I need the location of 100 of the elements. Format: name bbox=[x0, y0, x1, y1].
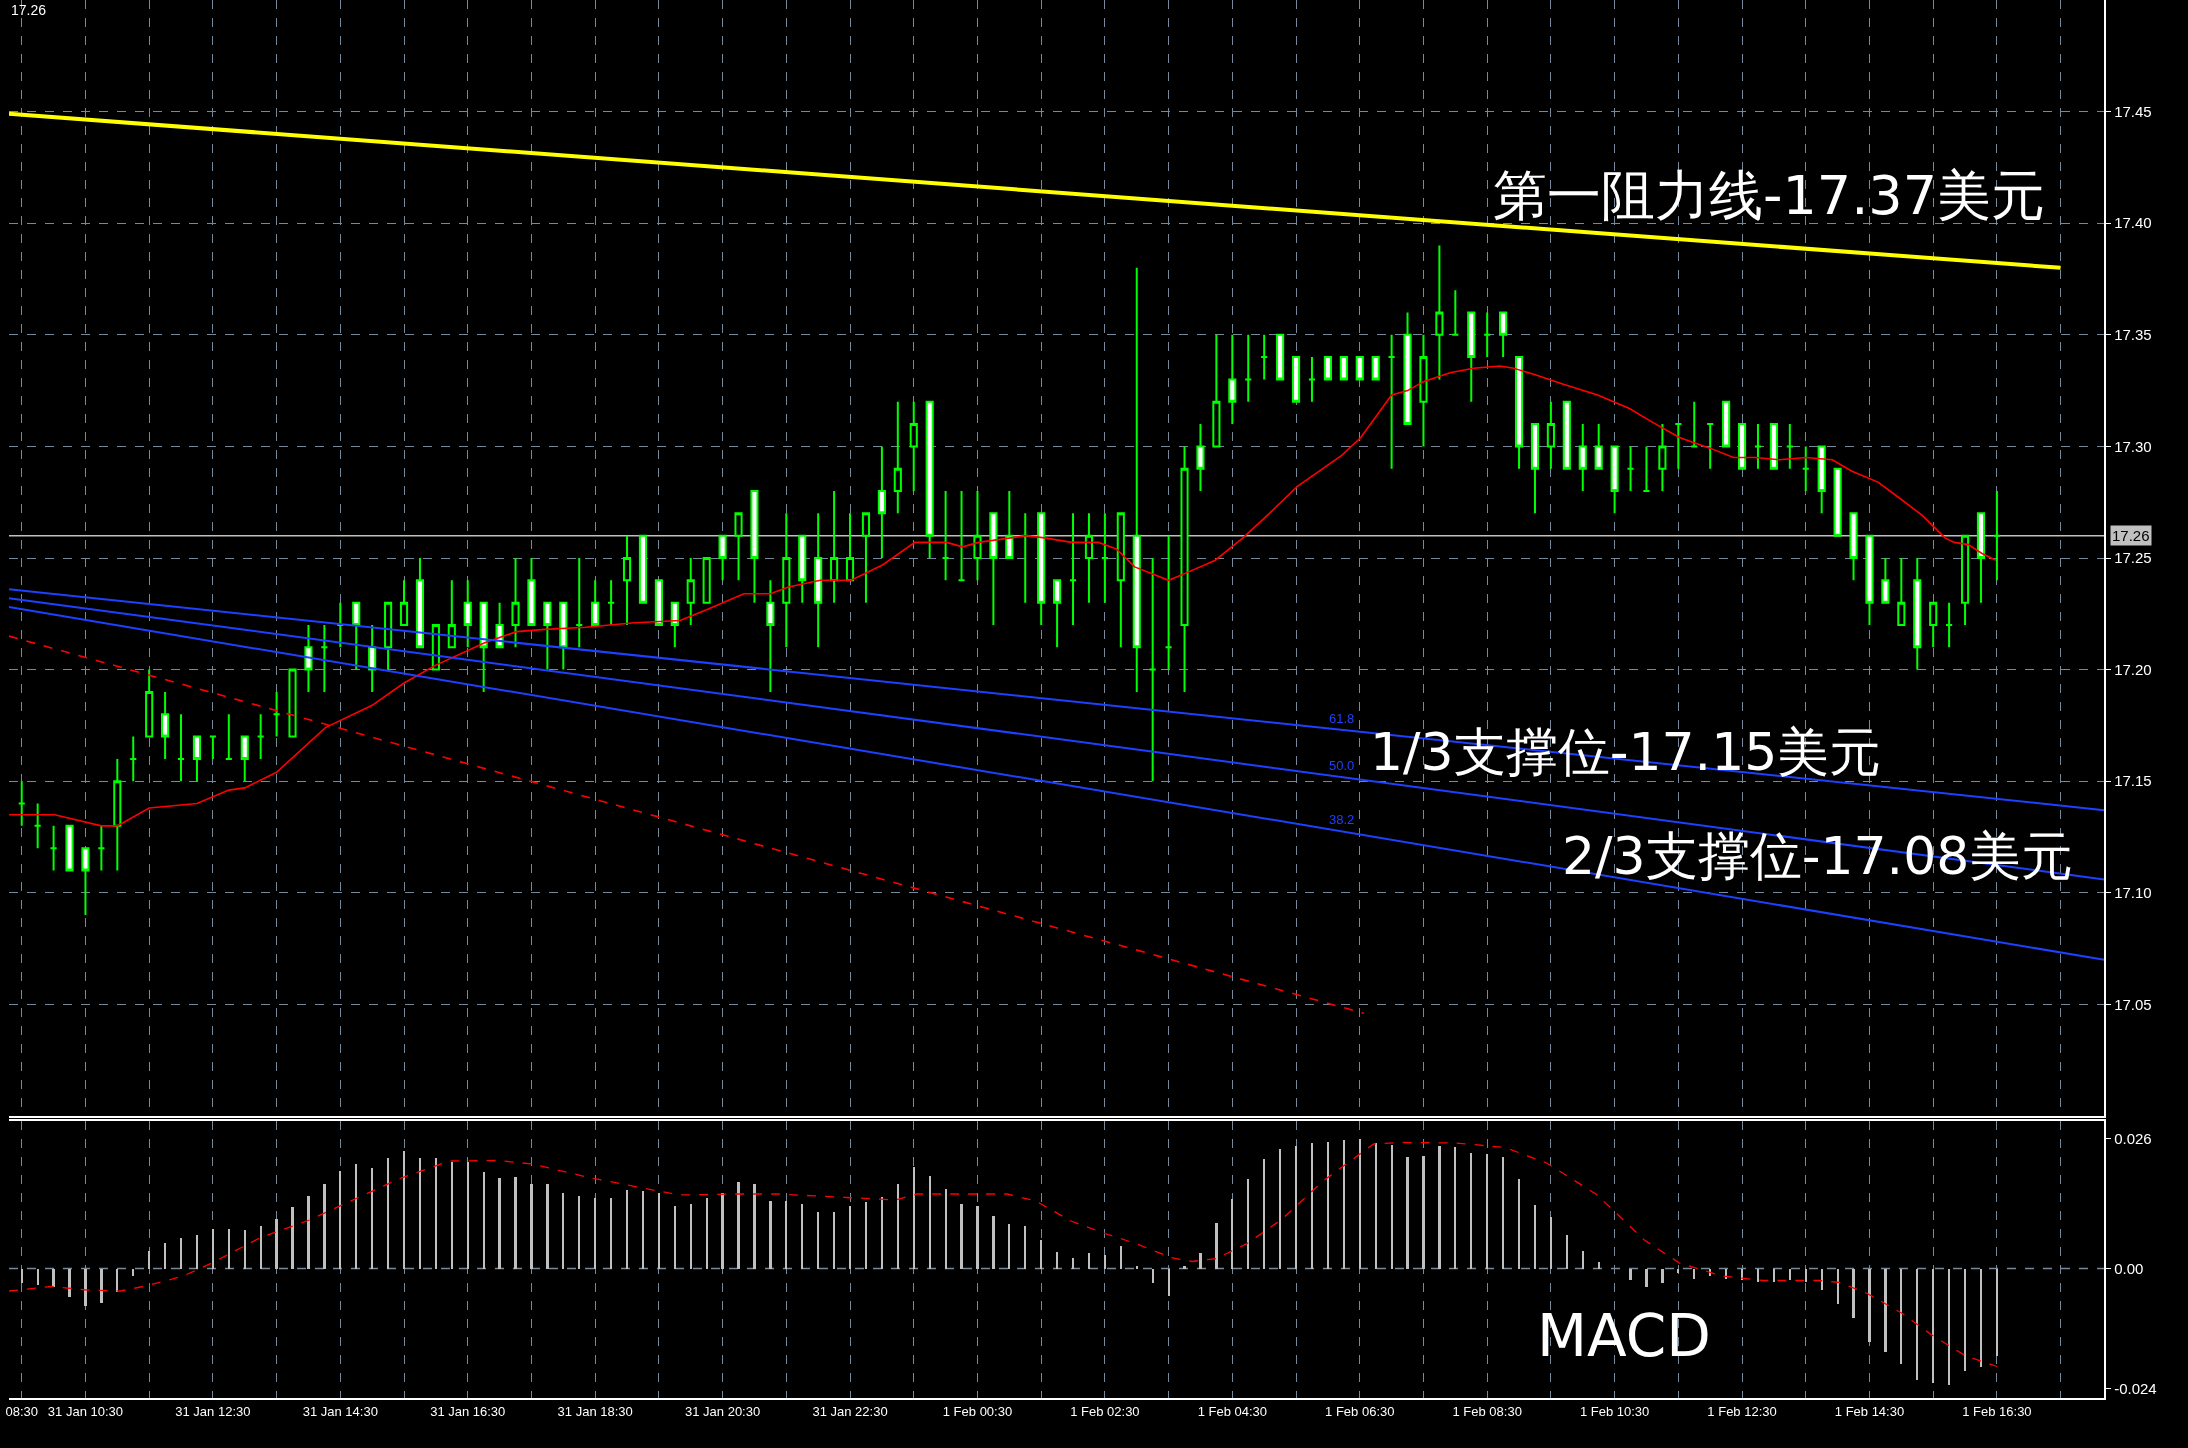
candlestick bbox=[161, 690, 170, 760]
bar bbox=[1533, 1204, 1536, 1269]
bar bbox=[322, 1183, 326, 1269]
bar bbox=[1421, 1155, 1425, 1269]
candlestick bbox=[33, 802, 42, 850]
candlestick bbox=[957, 490, 966, 582]
bar bbox=[274, 1218, 278, 1269]
x-tick-label: 31 Jan 22:30 bbox=[812, 1403, 888, 1419]
candlestick bbox=[1451, 289, 1460, 336]
bar bbox=[705, 1197, 708, 1269]
bar bbox=[1230, 1198, 1233, 1269]
bar bbox=[545, 1183, 549, 1269]
bar bbox=[1167, 1268, 1170, 1296]
bar bbox=[673, 1205, 676, 1269]
candlestick bbox=[192, 735, 202, 783]
candlestick bbox=[1801, 445, 1810, 493]
candlestick bbox=[49, 824, 58, 872]
bar bbox=[1103, 1254, 1106, 1269]
candlestick bbox=[1132, 266, 1141, 693]
candlestick bbox=[1435, 244, 1444, 381]
candlestick bbox=[1355, 356, 1364, 381]
bar bbox=[83, 1268, 87, 1306]
candlestick bbox=[1148, 557, 1157, 783]
candlestick bbox=[384, 601, 393, 671]
bar bbox=[736, 1181, 740, 1269]
bar bbox=[259, 1225, 262, 1269]
bar bbox=[800, 1203, 803, 1269]
bar bbox=[163, 1242, 166, 1269]
bar bbox=[115, 1268, 118, 1292]
candlestick bbox=[352, 601, 361, 671]
x-tick-label: 1 Feb 14:30 bbox=[1834, 1403, 1905, 1419]
candlestick bbox=[1228, 333, 1237, 426]
candlestick bbox=[973, 490, 982, 582]
bar bbox=[928, 1175, 931, 1269]
candlestick bbox=[336, 601, 345, 649]
candlestick bbox=[559, 601, 568, 671]
bar bbox=[1358, 1138, 1361, 1269]
bar bbox=[1262, 1158, 1265, 1269]
candlestick bbox=[1037, 512, 1046, 626]
candlestick bbox=[1833, 467, 1842, 537]
bar bbox=[959, 1203, 963, 1269]
bar bbox=[195, 1234, 198, 1269]
candlestick bbox=[1992, 490, 2001, 582]
bar bbox=[1995, 1268, 1998, 1356]
candlestick bbox=[1323, 356, 1332, 381]
bar bbox=[752, 1183, 756, 1269]
candlestick bbox=[686, 557, 695, 626]
candlestick bbox=[1913, 557, 1922, 671]
bar bbox=[402, 1150, 405, 1269]
candlestick bbox=[1467, 311, 1476, 403]
candlestick bbox=[1674, 423, 1683, 470]
candlestick bbox=[1403, 311, 1412, 426]
bar bbox=[1931, 1268, 1934, 1383]
bar bbox=[561, 1192, 564, 1269]
candlestick bbox=[479, 601, 488, 693]
bar bbox=[1756, 1268, 1759, 1282]
candlestick bbox=[463, 579, 472, 649]
bar bbox=[1628, 1268, 1632, 1280]
bar bbox=[1087, 1252, 1090, 1269]
bar bbox=[1151, 1268, 1154, 1283]
candlestick bbox=[670, 601, 679, 649]
candlestick bbox=[1371, 356, 1380, 381]
candlestick bbox=[1546, 400, 1555, 470]
ref-line-label: 17.26 bbox=[2112, 527, 2150, 544]
candlestick bbox=[1196, 423, 1205, 493]
candlestick bbox=[1658, 423, 1667, 493]
candlestick bbox=[1626, 445, 1635, 493]
candlestick bbox=[1929, 601, 1938, 649]
x-tick-label: 1 Feb 08:30 bbox=[1452, 1403, 1522, 1419]
bar bbox=[1374, 1142, 1377, 1269]
y-tick-label: 17.45 bbox=[2114, 102, 2152, 120]
bar bbox=[1405, 1156, 1409, 1269]
candlestick bbox=[941, 490, 950, 582]
bar bbox=[1437, 1145, 1441, 1269]
candlestick bbox=[208, 735, 217, 760]
candlestick bbox=[893, 400, 902, 515]
candlestick bbox=[1260, 333, 1269, 381]
candlestick bbox=[1530, 423, 1540, 515]
candlestick bbox=[1753, 423, 1763, 470]
bar bbox=[179, 1237, 182, 1269]
bar bbox=[482, 1171, 485, 1269]
candlestick bbox=[288, 668, 297, 738]
bar bbox=[67, 1268, 71, 1297]
bar bbox=[211, 1228, 214, 1269]
annotation: 17.26 bbox=[11, 2, 47, 18]
bar bbox=[1390, 1144, 1393, 1269]
bar bbox=[641, 1190, 644, 1269]
candlestick bbox=[320, 623, 329, 693]
candlestick bbox=[1722, 400, 1731, 448]
candlestick bbox=[240, 735, 249, 783]
candlestick bbox=[654, 579, 663, 626]
bar bbox=[1979, 1268, 1982, 1367]
bar bbox=[306, 1195, 310, 1269]
candlestick bbox=[1897, 557, 1906, 626]
bar bbox=[51, 1268, 55, 1287]
bar bbox=[1119, 1245, 1122, 1269]
candlestick bbox=[65, 824, 74, 872]
candlestick bbox=[591, 579, 600, 626]
candlestick bbox=[1737, 423, 1747, 470]
candlestick bbox=[1100, 512, 1109, 604]
